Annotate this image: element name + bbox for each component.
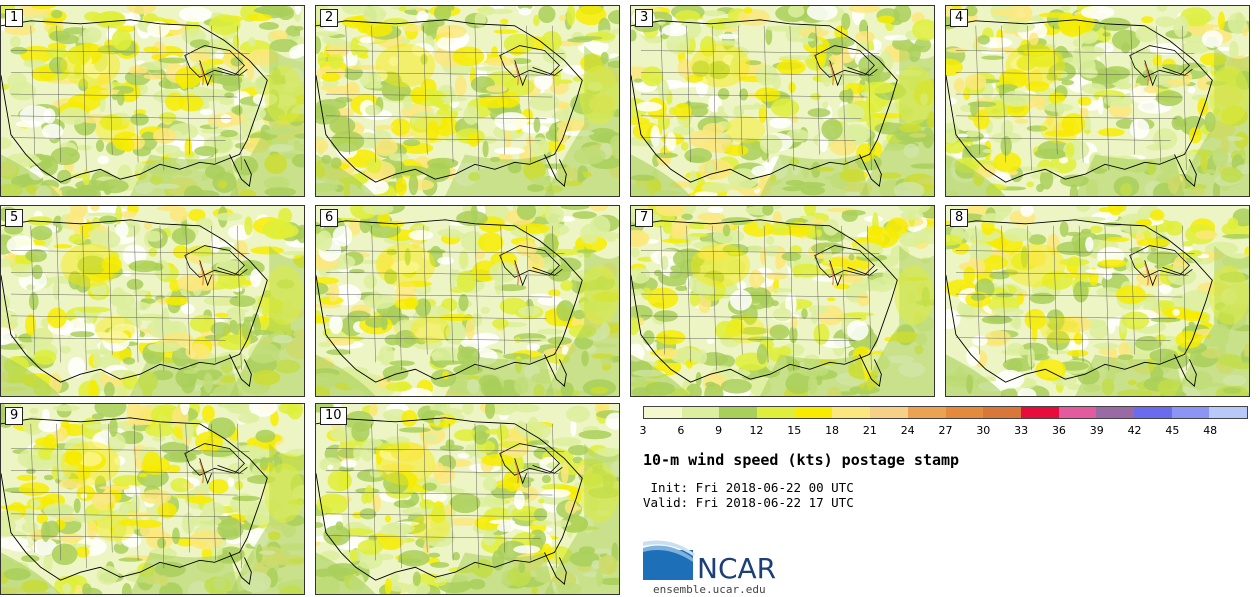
member-label: 10 [320, 407, 347, 425]
colorbar-tick: 9 [715, 424, 723, 437]
init-time: Init: Fri 2018-06-22 00 UTC [643, 480, 854, 495]
colorbar-tick: 12 [749, 424, 764, 437]
ncar-logo-text: NCAR [697, 552, 776, 582]
colorbar-tick: 3 [639, 424, 647, 437]
ncar-logo: NCAR [643, 540, 776, 582]
colorbar-tick: 27 [938, 424, 953, 437]
member-panel-8: 8 [945, 205, 1250, 397]
member-label: 4 [950, 9, 969, 27]
member-label: 9 [5, 407, 24, 425]
colorbar-ticks: 3 6 9 12 15 18 21 24 27 30 33 36 39 42 45 48 [639, 424, 1248, 440]
member-label: 1 [5, 9, 24, 27]
colorbar-swatch [983, 407, 1021, 418]
colorbar-tick: 24 [900, 424, 915, 437]
colorbar-swatch [1133, 407, 1172, 418]
colorbar-swatch [644, 407, 682, 418]
wind-speed-colorbar [643, 406, 1248, 419]
colorbar-swatch [1171, 407, 1210, 418]
colorbar-swatch [1209, 407, 1247, 418]
colorbar-swatch [719, 407, 758, 418]
colorbar-swatch [1020, 407, 1059, 418]
colorbar-tick: 6 [677, 424, 685, 437]
figure-title: 10-m wind speed (kts) postage stamp [643, 451, 960, 469]
member-panel-3: 3 [630, 5, 935, 197]
colorbar-swatch [870, 407, 908, 418]
member-panel-9: 9 [0, 403, 305, 595]
colorbar-swatch [1058, 407, 1097, 418]
ensemble-url: ensemble.ucar.edu [653, 583, 766, 596]
colorbar-tick: 45 [1165, 424, 1180, 437]
member-panel-6: 6 [315, 205, 620, 397]
member-label: 6 [320, 209, 339, 227]
colorbar-swatch [757, 407, 795, 418]
colorbar-tick: 21 [862, 424, 877, 437]
member-panel-4: 4 [945, 5, 1250, 197]
colorbar-tick: 48 [1203, 424, 1218, 437]
member-panel-7: 7 [630, 205, 935, 397]
colorbar-swatch [681, 407, 720, 418]
colorbar-tick: 15 [787, 424, 802, 437]
member-panel-5: 5 [0, 205, 305, 397]
colorbar-swatch [794, 407, 833, 418]
colorbar-swatch [1096, 407, 1134, 418]
colorbar-tick: 30 [976, 424, 991, 437]
colorbar-swatch [945, 407, 984, 418]
member-label: 5 [5, 209, 24, 227]
colorbar-tick: 18 [825, 424, 840, 437]
colorbar-swatch [832, 407, 871, 418]
valid-time: Valid: Fri 2018-06-22 17 UTC [643, 495, 854, 510]
member-panel-2: 2 [315, 5, 620, 197]
member-panel-1: 1 [0, 5, 305, 197]
member-label: 2 [320, 9, 339, 27]
member-label: 8 [950, 209, 969, 227]
colorbar-tick: 42 [1127, 424, 1142, 437]
colorbar-tick: 36 [1051, 424, 1066, 437]
colorbar-swatch [907, 407, 946, 418]
member-label: 7 [635, 209, 654, 227]
member-label: 3 [635, 9, 654, 27]
colorbar-tick: 39 [1089, 424, 1104, 437]
member-panel-10: 10 [315, 403, 620, 595]
colorbar-tick: 33 [1014, 424, 1029, 437]
